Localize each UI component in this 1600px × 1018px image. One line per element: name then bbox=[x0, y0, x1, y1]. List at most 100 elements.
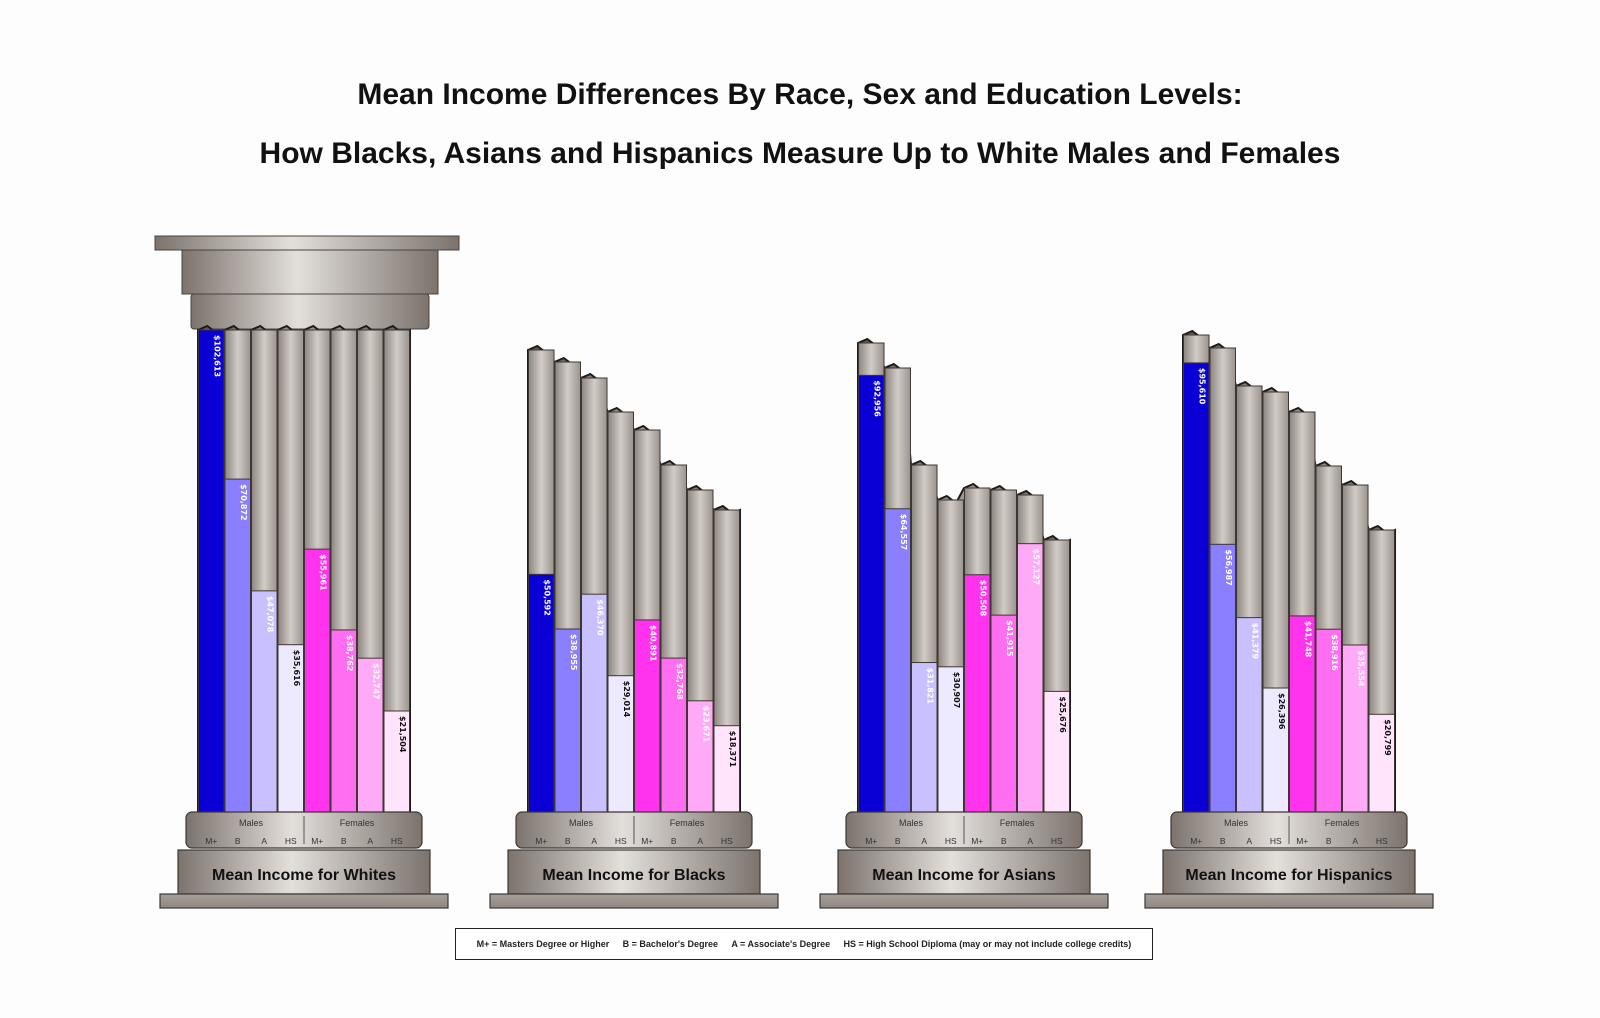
bar-blacks-1 bbox=[554, 628, 581, 813]
data-label: $31,821 bbox=[925, 668, 934, 705]
tick-label: M+ bbox=[641, 836, 653, 846]
tick-label: B bbox=[565, 836, 571, 846]
chart-title-line2: How Blacks, Asians and Hispanics Measure… bbox=[259, 137, 1341, 170]
data-label: $38,955 bbox=[569, 634, 578, 671]
bar-blacks-7 bbox=[713, 725, 740, 813]
data-label: $29,014 bbox=[622, 681, 631, 718]
bar-hispanics-3 bbox=[1262, 687, 1289, 813]
group-label-females: Females bbox=[1325, 818, 1360, 828]
pillar-asians: $92,956 $64,557 $31,821 $30,907 $50,508 $41,9… bbox=[819, 337, 1109, 909]
tick-label: HS bbox=[1051, 836, 1063, 846]
tick-label: B bbox=[895, 836, 901, 846]
group-label-males: Males bbox=[1224, 818, 1249, 828]
chart-title-line1: Mean Income Differences By Race, Sex and… bbox=[357, 78, 1243, 111]
pillar-foot bbox=[819, 893, 1109, 909]
bar-whites-5 bbox=[330, 629, 357, 813]
group-label-females: Females bbox=[340, 818, 375, 828]
bar-hispanics-0 bbox=[1183, 362, 1210, 813]
series-name: Mean Income for Blacks bbox=[542, 867, 725, 884]
tick-label: B bbox=[1001, 836, 1007, 846]
data-label: $41,379 bbox=[1250, 623, 1259, 660]
tick-label: B bbox=[235, 836, 241, 846]
data-label: $26,396 bbox=[1277, 693, 1286, 730]
data-label: $64,557 bbox=[899, 514, 908, 550]
pillar-blacks: $50,592 $38,955 $46,370 $29,014 $40,891 $32,7… bbox=[489, 344, 779, 909]
capital-neck bbox=[190, 293, 430, 330]
bar-whites-3 bbox=[277, 644, 304, 813]
bar-whites-1 bbox=[224, 478, 251, 813]
data-label: $47,078 bbox=[265, 596, 274, 633]
tick-label: A bbox=[1246, 836, 1252, 846]
data-label: $55,961 bbox=[318, 554, 327, 591]
tick-label: B bbox=[1220, 836, 1226, 846]
data-label: $95,610 bbox=[1197, 368, 1206, 405]
tick-label: HS bbox=[391, 836, 403, 846]
capital-echinus bbox=[181, 249, 439, 295]
tick-label: M+ bbox=[1296, 836, 1308, 846]
tick-label: A bbox=[591, 836, 597, 846]
legend-item-mplus: M+ = Masters Degree or Higher bbox=[476, 939, 610, 949]
bar-blacks-3 bbox=[607, 675, 634, 813]
data-label: $35,616 bbox=[292, 650, 301, 687]
bar-whites-7 bbox=[383, 710, 410, 813]
data-label: $20,799 bbox=[1383, 719, 1392, 756]
data-label: $35,554 bbox=[1356, 650, 1365, 687]
bar-whites-0 bbox=[198, 329, 225, 813]
bar-blacks-2 bbox=[581, 593, 608, 813]
data-label: $32,768 bbox=[675, 663, 684, 700]
series-name: Mean Income for Whites bbox=[212, 867, 396, 884]
bar-asians-6 bbox=[1017, 543, 1044, 813]
tick-label: A bbox=[1352, 836, 1358, 846]
legend-item-hs: HS = High School Diploma (may or may not… bbox=[843, 939, 1132, 949]
tick-label: M+ bbox=[205, 836, 217, 846]
data-label: $57,127 bbox=[1031, 549, 1040, 585]
data-label: $23,671 bbox=[701, 706, 710, 743]
group-label-males: Males bbox=[899, 818, 924, 828]
group-label-females: Females bbox=[1000, 818, 1035, 828]
tick-label: A bbox=[1027, 836, 1033, 846]
tick-label: M+ bbox=[535, 836, 547, 846]
tick-label: B bbox=[341, 836, 347, 846]
data-label: $50,592 bbox=[542, 579, 551, 615]
bar-whites-4 bbox=[304, 548, 331, 813]
data-label: $38,916 bbox=[1330, 634, 1339, 671]
data-label: $46,370 bbox=[595, 599, 604, 636]
bar-blacks-0 bbox=[528, 573, 555, 813]
series-name: Mean Income for Asians bbox=[872, 867, 1056, 884]
tick-label: B bbox=[1326, 836, 1332, 846]
group-label-females: Females bbox=[670, 818, 705, 828]
tick-label: A bbox=[367, 836, 373, 846]
data-label: $102,613 bbox=[212, 335, 221, 377]
tick-label: A bbox=[697, 836, 703, 846]
tick-label: HS bbox=[1270, 836, 1282, 846]
group-label-males: Males bbox=[239, 818, 264, 828]
legend-item-a: A = Associate's Degree bbox=[731, 939, 831, 949]
tick-label: B bbox=[671, 836, 677, 846]
pillar-hispanics: $95,610 $56,987 $41,379 $26,396 $41,748 $38,9… bbox=[1144, 329, 1434, 909]
series-name: Mean Income for Hispanics bbox=[1185, 867, 1392, 884]
legend: M+ = Masters Degree or Higher B = Bachel… bbox=[455, 928, 1153, 960]
bar-asians-4 bbox=[964, 574, 991, 813]
capital-abacus bbox=[154, 235, 460, 251]
data-label: $50,508 bbox=[978, 580, 987, 617]
data-label: $18,371 bbox=[728, 731, 737, 768]
tick-label: HS bbox=[1376, 836, 1388, 846]
bar-asians-0 bbox=[858, 374, 885, 813]
pillar-plinth bbox=[507, 849, 761, 895]
data-label: $38,762 bbox=[345, 635, 354, 671]
data-label: $32,747 bbox=[371, 663, 380, 699]
data-label: $25,676 bbox=[1058, 696, 1067, 733]
bar-asians-2 bbox=[911, 662, 938, 813]
data-label: $41,748 bbox=[1303, 621, 1312, 658]
group-label-males: Males bbox=[569, 818, 594, 828]
bar-asians-1 bbox=[884, 508, 911, 813]
pillar-foot bbox=[489, 893, 779, 909]
tick-label: HS bbox=[615, 836, 627, 846]
data-label: $92,956 bbox=[872, 380, 881, 417]
bar-hispanics-1 bbox=[1209, 543, 1236, 813]
bar-asians-5 bbox=[990, 614, 1017, 813]
pillar-plinth bbox=[177, 849, 431, 895]
bar-hispanics-6 bbox=[1342, 644, 1369, 813]
tick-label: M+ bbox=[865, 836, 877, 846]
data-label: $21,504 bbox=[398, 716, 407, 753]
